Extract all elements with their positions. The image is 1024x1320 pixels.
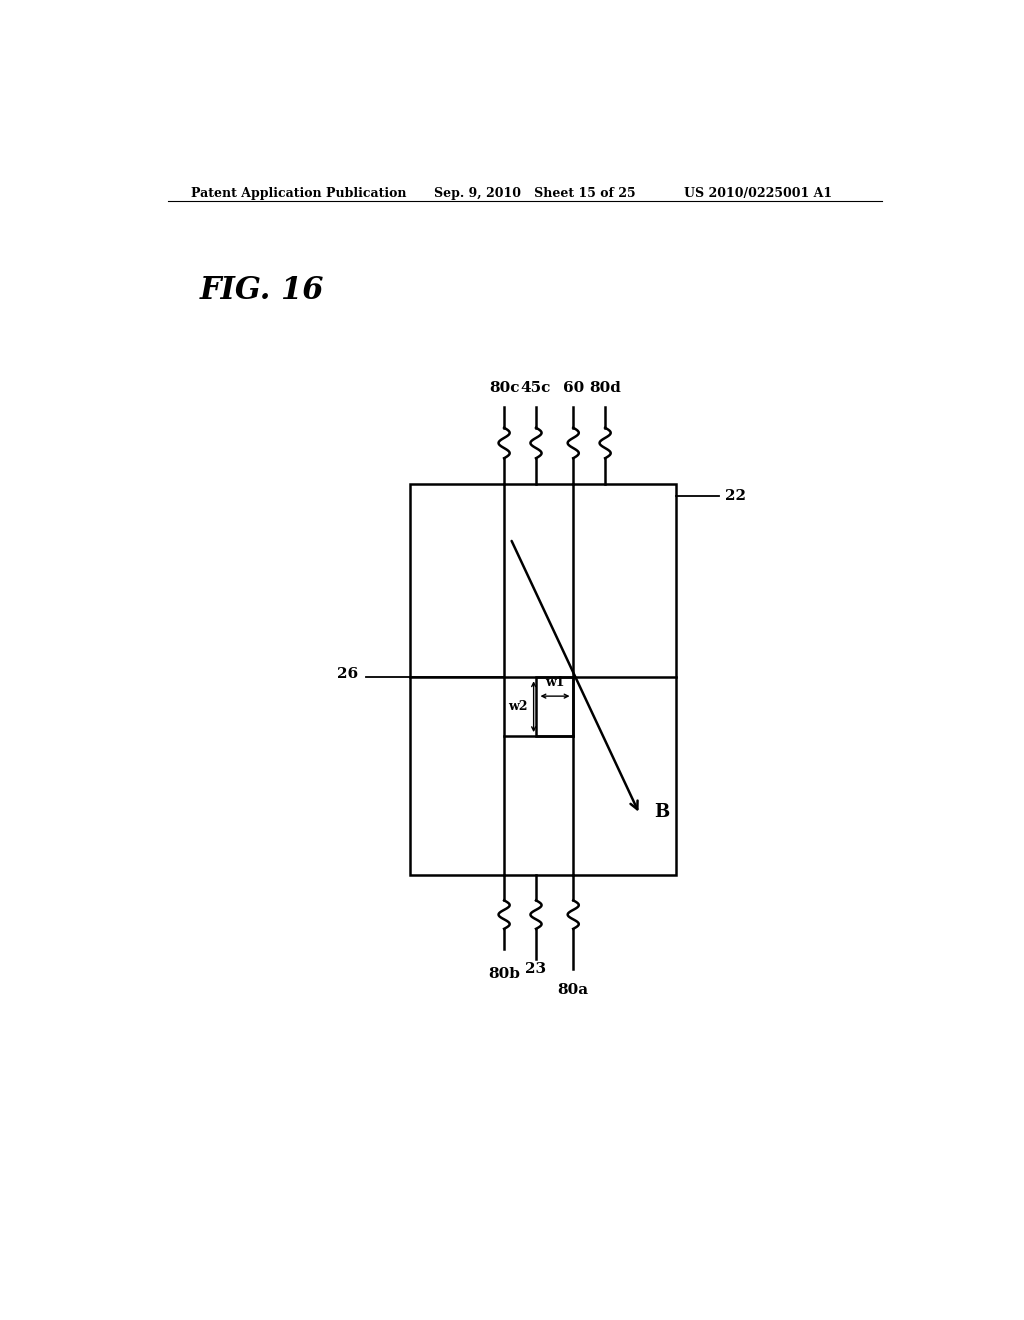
- Text: 23: 23: [525, 962, 547, 977]
- Text: 45c: 45c: [521, 381, 551, 395]
- Text: US 2010/0225001 A1: US 2010/0225001 A1: [684, 187, 831, 199]
- Bar: [410, 483, 676, 875]
- Text: w1: w1: [545, 676, 564, 689]
- Text: w2: w2: [508, 700, 527, 713]
- Text: B: B: [654, 804, 670, 821]
- Text: 80d: 80d: [589, 381, 622, 395]
- Text: 80c: 80c: [488, 381, 519, 395]
- Text: 80b: 80b: [488, 968, 520, 982]
- Text: 22: 22: [725, 488, 745, 503]
- Text: 60: 60: [562, 381, 584, 395]
- Text: FIG. 16: FIG. 16: [200, 276, 324, 306]
- Text: 80a: 80a: [558, 982, 589, 997]
- Text: Sep. 9, 2010   Sheet 15 of 25: Sep. 9, 2010 Sheet 15 of 25: [433, 187, 635, 199]
- Bar: [536, 677, 573, 737]
- Text: Patent Application Publication: Patent Application Publication: [191, 187, 407, 199]
- Text: 26: 26: [337, 668, 358, 681]
